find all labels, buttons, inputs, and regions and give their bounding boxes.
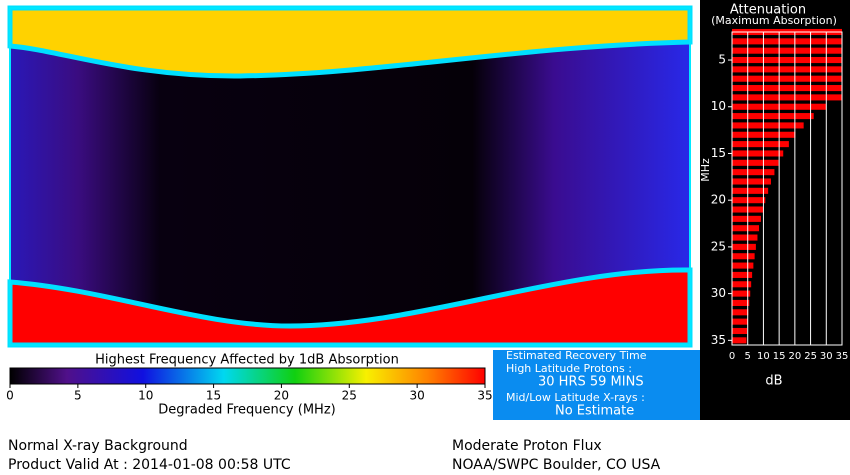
proton-status: Moderate Proton Flux: [452, 438, 602, 454]
bar: [732, 159, 779, 166]
bar: [732, 122, 804, 129]
bar: [732, 309, 749, 316]
recovery-box: [493, 350, 700, 420]
bar: [732, 215, 761, 222]
colorbar: [9, 367, 486, 385]
colorbar-title: Highest Frequency Affected by 1dB Absorp…: [95, 353, 399, 368]
bar: [732, 113, 814, 120]
db-tick-label: 15: [773, 351, 786, 362]
colorbar-tick-label: 25: [342, 389, 357, 403]
bar: [732, 197, 766, 204]
xray-status: Normal X-ray Background: [8, 438, 188, 454]
bar: [732, 243, 756, 250]
colorbar-tick-label: 5: [74, 389, 82, 403]
mhz-tick-label: 10: [711, 99, 726, 113]
bar: [732, 47, 842, 54]
colorbar-tick-label: 0: [6, 389, 14, 403]
bar: [732, 318, 748, 325]
db-tick-label: 5: [745, 351, 751, 362]
bar: [732, 85, 842, 92]
south-polar-cap: [7, 267, 693, 348]
db-tick-label: 10: [757, 351, 770, 362]
bar: [732, 169, 775, 176]
mhz-tick-label: 15: [711, 146, 726, 160]
db-tick-label: 30: [820, 351, 833, 362]
bar: [732, 225, 760, 232]
mhz-tick-label: 5: [718, 53, 726, 67]
db-tick-label: 0: [729, 351, 735, 362]
low-lat-label: Mid/Low Latitude X-rays :: [506, 391, 645, 404]
db-label: dB: [765, 374, 782, 389]
colorbar-label: Degraded Frequency (MHz): [158, 403, 335, 418]
attenuation-subtitle: (Maximum Absorption): [711, 14, 837, 27]
low-lat-value: No Estimate: [555, 404, 634, 419]
bar: [732, 66, 842, 73]
db-tick-label: 25: [804, 351, 817, 362]
bar: [732, 281, 752, 288]
bar: [732, 327, 748, 335]
colorbar-tick-label: 30: [410, 389, 425, 403]
high-lat-value: 30 HRS 59 MINS: [538, 375, 644, 390]
absorption-map: [7, 5, 693, 348]
bar: [732, 56, 842, 64]
db-tick-label: 35: [836, 351, 849, 362]
mhz-label: MHz: [699, 158, 712, 182]
bar: [732, 141, 789, 148]
source: NOAA/SWPC Boulder, CO USA: [452, 457, 661, 473]
high-lat-label: High Latitude Protons :: [506, 362, 632, 375]
map-border: [9, 7, 691, 346]
bar: [732, 75, 842, 82]
north-polar-cap: [7, 5, 693, 79]
bar: [732, 150, 784, 157]
colorbar-tick-label: 20: [274, 389, 289, 403]
bar: [732, 299, 750, 306]
mhz-tick-label: 20: [711, 193, 726, 207]
colorbar-tick-label: 15: [206, 389, 221, 403]
bar: [732, 253, 755, 260]
attenuation-frame: [731, 31, 843, 346]
mhz-tick-label: 25: [711, 239, 726, 253]
bar: [732, 337, 747, 344]
mhz-tick-label: 30: [711, 286, 726, 300]
bar: [732, 290, 751, 297]
bar: [732, 234, 758, 241]
valid-time: Product Valid At : 2014-01-08 00:58 UTC: [8, 457, 291, 473]
bar: [732, 262, 754, 269]
colorbar-tick-label: 35: [477, 389, 492, 403]
db-tick-label: 20: [788, 351, 801, 362]
bar: [732, 187, 769, 194]
attenuation-title: Attenuation: [730, 3, 806, 18]
colorbar-tick-label: 10: [138, 389, 153, 403]
bar: [732, 271, 753, 278]
recovery-title: Estimated Recovery Time: [506, 349, 647, 362]
bar: [732, 38, 842, 45]
bar: [732, 178, 771, 185]
bar: [732, 94, 842, 101]
mhz-tick-label: 35: [711, 333, 726, 347]
